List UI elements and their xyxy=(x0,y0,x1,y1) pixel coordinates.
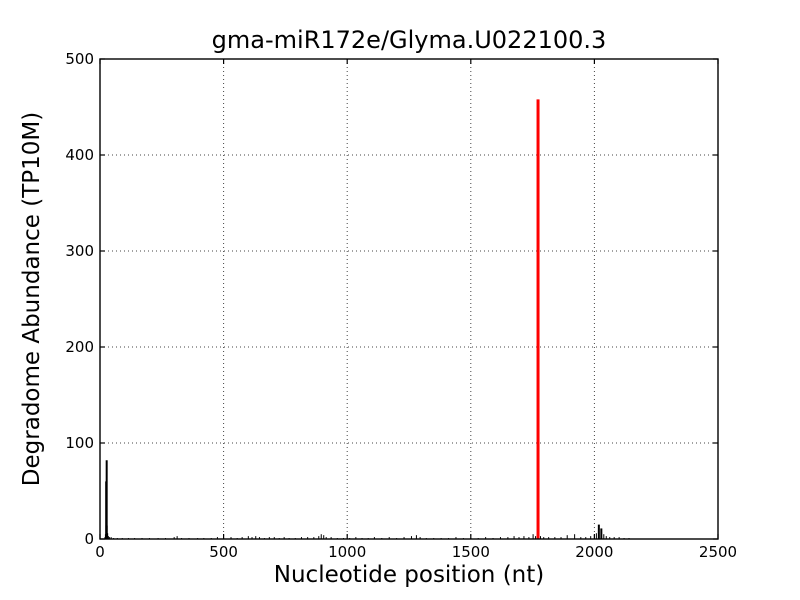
ytick-label: 400 xyxy=(65,146,94,164)
xtick-label: 0 xyxy=(95,543,105,561)
ytick-label: 100 xyxy=(65,434,94,452)
xtick-label: 2000 xyxy=(575,543,614,561)
xtick-label: 1000 xyxy=(328,543,367,561)
ytick-label: 0 xyxy=(84,530,94,548)
axes-frame xyxy=(99,58,719,540)
ytick-label: 200 xyxy=(65,338,94,356)
xtick-label: 500 xyxy=(209,543,238,561)
ytick-label: 500 xyxy=(65,50,94,68)
xtick-label: 1500 xyxy=(451,543,490,561)
chart-title: gma-miR172e/Glyma.U022100.3 xyxy=(211,26,607,54)
x-axis-label: Nucleotide position (nt) xyxy=(273,562,545,588)
ytick-label: 300 xyxy=(65,242,94,260)
xtick-label: 2500 xyxy=(698,543,738,561)
